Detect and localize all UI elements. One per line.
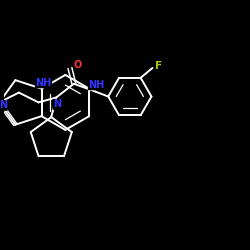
Text: NH: NH xyxy=(36,78,52,88)
Text: N: N xyxy=(53,100,61,110)
Text: N: N xyxy=(0,100,7,110)
Text: O: O xyxy=(74,60,82,70)
Text: NH: NH xyxy=(88,80,104,90)
Text: F: F xyxy=(155,61,162,71)
